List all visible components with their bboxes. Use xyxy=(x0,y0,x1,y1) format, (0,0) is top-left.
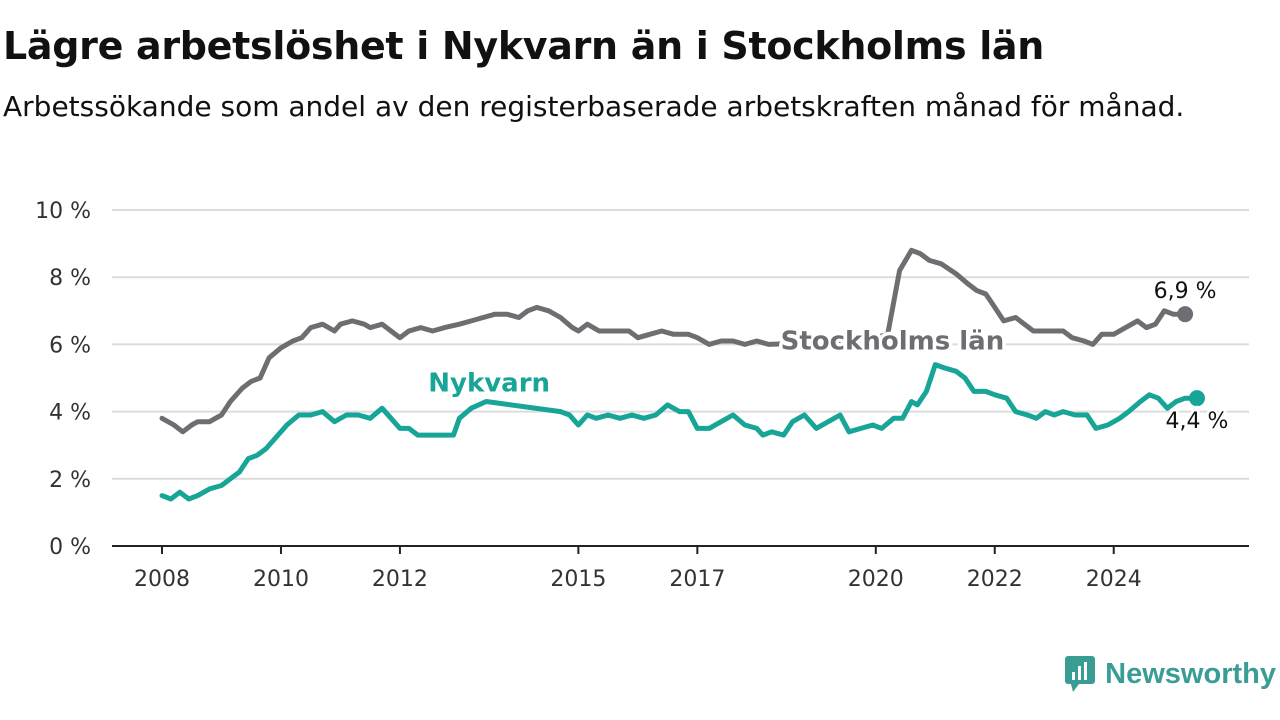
x-tick-label: 2024 xyxy=(1086,567,1142,592)
x-tick-label: 2010 xyxy=(253,567,309,592)
series-end-point xyxy=(1189,390,1205,407)
y-tick-label: 8 % xyxy=(49,266,91,291)
x-tick-label: 2015 xyxy=(550,567,606,592)
series-end-value-label: 6,9 % xyxy=(1154,279,1217,304)
series-end-value-label: 4,4 % xyxy=(1166,409,1229,434)
newsworthy-logo-icon xyxy=(1065,656,1096,692)
series-line-nykvarn xyxy=(159,362,1200,502)
axes: 0 % 2 % 4 % 6 % 8 % 10 % 2008 2010 2012 2015 2017 2… xyxy=(35,199,1249,592)
chart-title: Lägre arbetslöshet i Nykvarn än i Stockh… xyxy=(3,24,1045,68)
series-labels: Stockholms län Nykvarn 6,9 % 4,4 % xyxy=(425,277,1231,437)
series-name-label: Nykvarn xyxy=(428,368,550,398)
y-tick-label: 0 % xyxy=(49,535,91,560)
series-lines xyxy=(159,247,1200,502)
x-tick-label: 2017 xyxy=(669,567,725,592)
series-name-label: Stockholms län xyxy=(781,326,1005,356)
chart-subtitle: Arbetssökande som andel av den registerb… xyxy=(3,90,1185,123)
y-tick-label: 10 % xyxy=(35,199,91,224)
y-tick-label: 2 % xyxy=(49,468,91,493)
x-tick-label: 2022 xyxy=(967,567,1023,592)
x-tick-label: 2020 xyxy=(848,567,904,592)
series-end-point xyxy=(1177,306,1194,323)
series-line-stockholms-län xyxy=(159,247,1188,435)
x-tick-label: 2012 xyxy=(372,567,428,592)
y-tick-label: 4 % xyxy=(49,401,91,426)
x-tick-label: 2008 xyxy=(134,567,190,592)
y-tick-label: 6 % xyxy=(49,333,91,358)
brand-name: Newsworthy xyxy=(1105,657,1276,690)
newsworthy-logo[interactable]: Newsworthy xyxy=(1063,654,1276,694)
